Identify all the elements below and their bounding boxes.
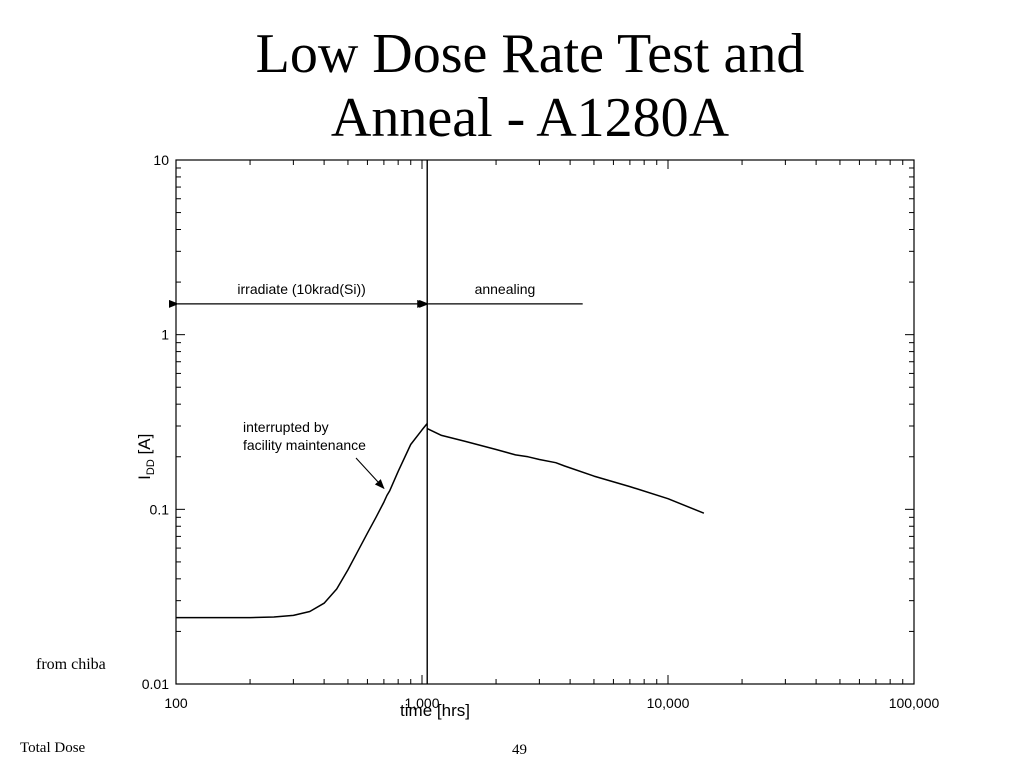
x-tick-label: 10,000 [647,695,690,711]
y-tick-labels: 0.01 0.1 1 10 [142,152,169,692]
y-tick-label: 10 [153,152,169,168]
x-tick-label: 100,000 [889,695,940,711]
plot-frame [175,159,915,685]
y-axis-label-unit: [A] [135,434,154,460]
y-tick-label: 0.1 [150,501,170,517]
y-axis-label: IDD [A] [135,434,157,480]
y-tick-label: 1 [161,327,169,343]
y-axis-label-subscript: DD [145,459,157,475]
slide-title-line-2: Anneal - A1280A [330,87,730,149]
y-tick-label: 0.01 [142,676,169,692]
x-tick-label: 100 [164,695,188,711]
series-line-1 [176,423,428,619]
x-ticks [175,160,904,684]
x-tick-label: 1,000 [404,695,439,711]
series-line-2 [426,427,705,514]
slide-title-line-1: Low Dose Rate Test and [255,23,805,85]
page-number: 49 [512,742,527,758]
slide-title: Low Dose Rate Test and Anneal - A1280A [0,22,1024,150]
footer-label: Total Dose [20,740,86,756]
x-tick-labels: 100 1,000 10,000 100,000 [164,695,939,711]
x-axis-label: time [hrs] [400,701,470,720]
series-layer [176,423,705,619]
source-note: from chiba [36,656,106,673]
y-ticks [176,167,914,685]
maintenance-label-line-1: interrupted by [243,419,329,435]
maintenance-label-line-2: facility maintenance [243,437,366,453]
annealing-label: annealing [475,281,536,297]
y-axis-label-main: I [135,475,154,480]
irradiate-label: irradiate (10krad(Si)) [237,281,365,297]
maintenance-pointer-arrow [355,457,385,490]
